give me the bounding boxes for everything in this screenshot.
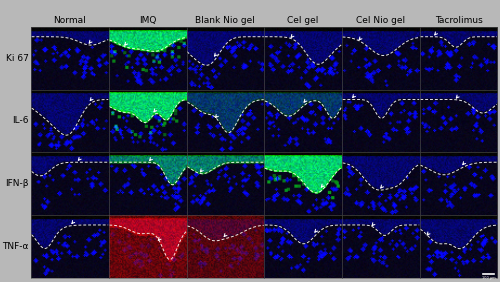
Text: IL-6: IL-6	[12, 116, 29, 125]
Text: IFN-β: IFN-β	[6, 179, 29, 188]
Text: Cel Nio gel: Cel Nio gel	[356, 16, 406, 25]
Text: Normal: Normal	[54, 16, 86, 25]
Text: TNF-α: TNF-α	[2, 242, 29, 251]
Text: Ki 67: Ki 67	[6, 54, 29, 63]
Text: Blank Nio gel: Blank Nio gel	[196, 16, 256, 25]
Text: IMQ: IMQ	[139, 16, 156, 25]
Text: Tacrolimus: Tacrolimus	[434, 16, 482, 25]
Text: Cel gel: Cel gel	[288, 16, 319, 25]
Text: 100 μm: 100 μm	[482, 276, 495, 280]
